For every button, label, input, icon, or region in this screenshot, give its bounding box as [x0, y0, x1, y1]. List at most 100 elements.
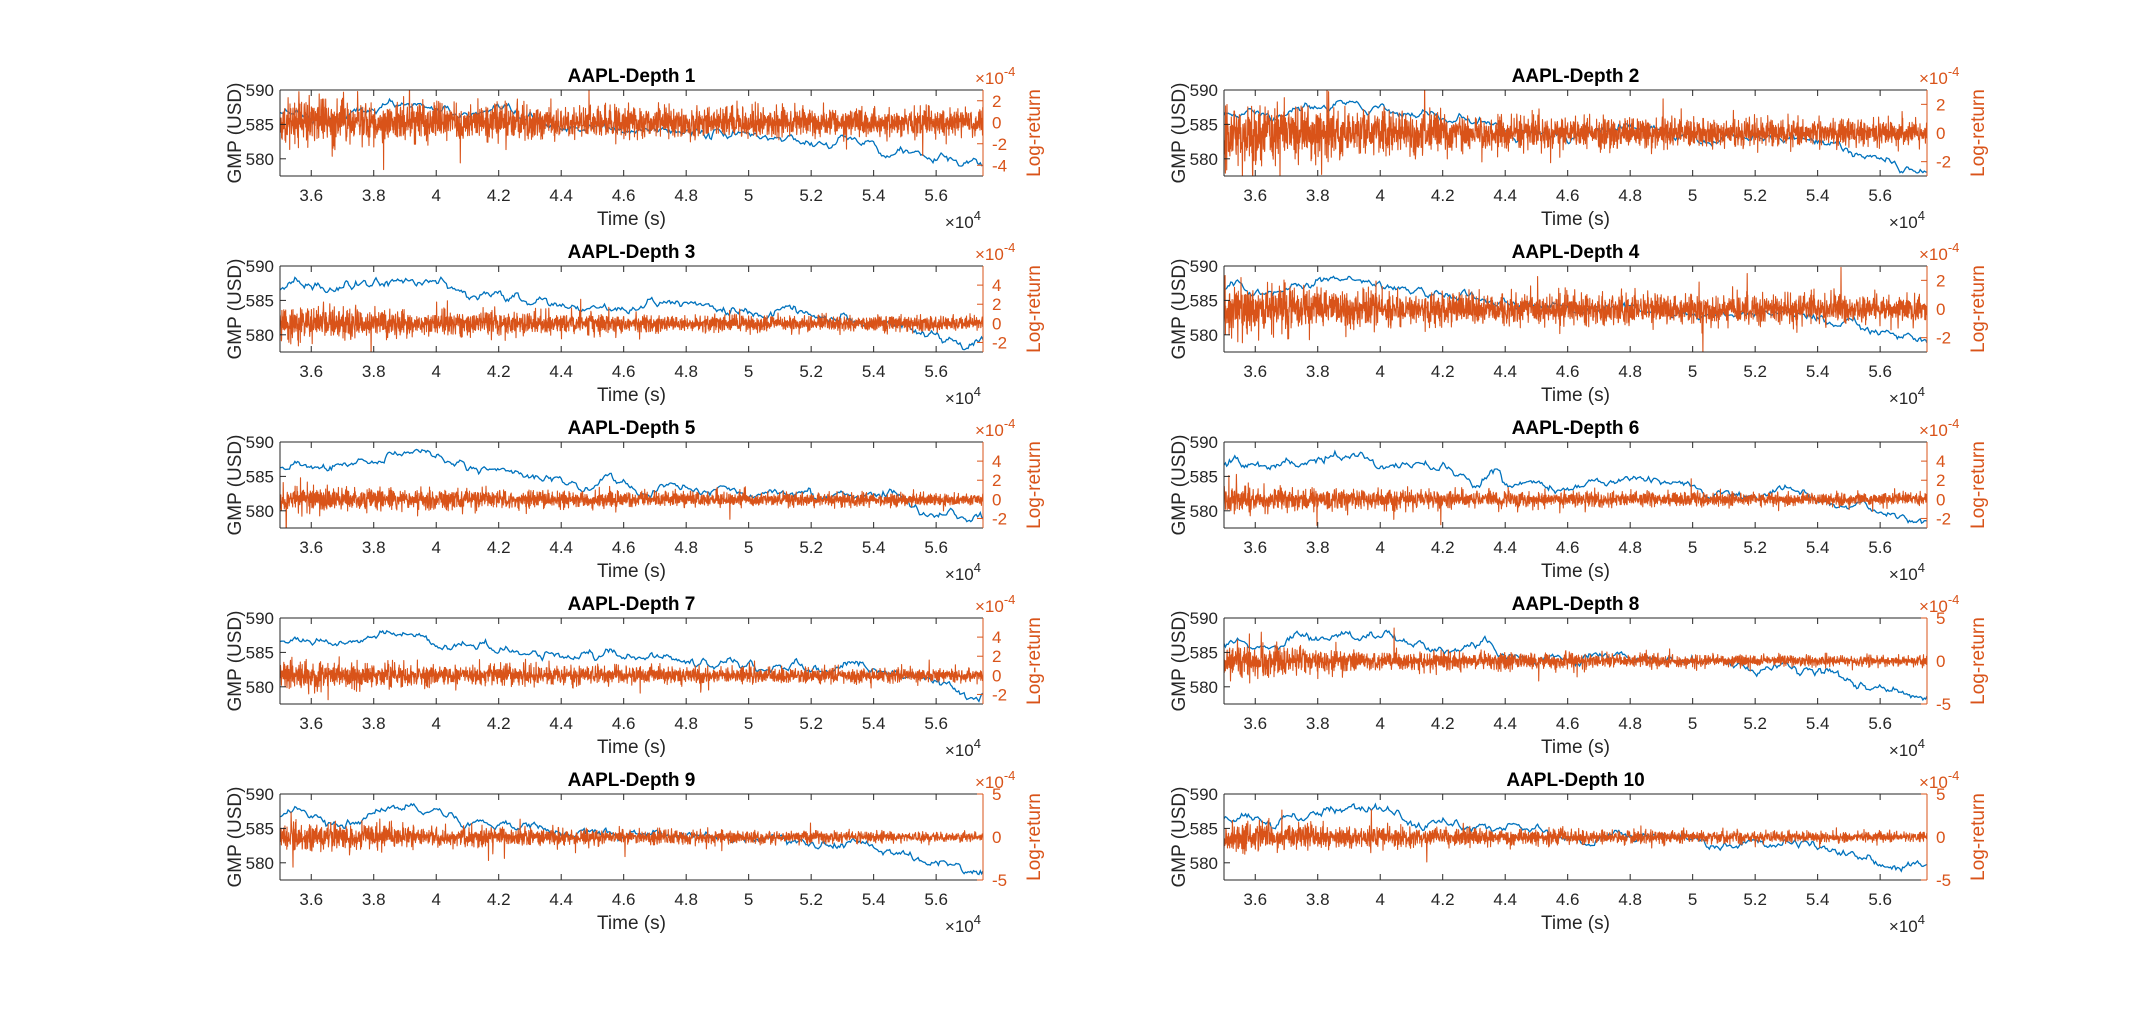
- y-right-exponent-base: ×10: [975, 69, 1004, 88]
- y-right-exponent-base: ×10: [1919, 69, 1948, 88]
- x-tick-label: 4.4: [549, 186, 573, 205]
- y-right-tick-label: 0: [1936, 300, 1945, 319]
- y-right-tick-label: -2: [992, 333, 1007, 352]
- x-exponent-power: 4: [974, 560, 981, 575]
- gmp-line: [1224, 449, 1927, 525]
- x-tick-label: 5: [1688, 362, 1697, 381]
- y-right-tick-label: 0: [1936, 828, 1945, 847]
- x-axis-label: Time (s): [597, 561, 666, 582]
- x-tick-label: 4.6: [1556, 538, 1580, 557]
- y-right-tick-label: -5: [992, 871, 1007, 890]
- y-left-axis-label: GMP (USD): [225, 787, 246, 888]
- x-exponent-label: ×104: [945, 208, 981, 232]
- x-tick-label: 5.2: [1743, 714, 1767, 733]
- x-axis-label: Time (s): [1541, 209, 1610, 230]
- x-tick-label: 4.6: [612, 538, 636, 557]
- plot-area: [280, 448, 983, 528]
- x-tick-label: 5: [744, 714, 753, 733]
- y-right-tick-label: -2: [1936, 509, 1951, 528]
- y-left-axis-label: GMP (USD): [225, 611, 246, 712]
- y-right-tick-label: -4: [992, 156, 1007, 175]
- subplot-title: AAPL-Depth 2: [1512, 66, 1640, 87]
- x-exponent-base: ×10: [945, 917, 974, 936]
- y-right-tick-label: -2: [992, 685, 1007, 704]
- x-tick-label: 3.6: [299, 362, 323, 381]
- x-tick-label: 4: [431, 538, 440, 557]
- subplot-depth-5: 3.6 3.8 4 4.2 4.4 4.6 4.8 5 5.2 5.4 5.6 Time (s) ×10…: [225, 416, 1045, 584]
- x-tick-label: 3.8: [362, 362, 386, 381]
- x-tick-label: 5.6: [1868, 538, 1892, 557]
- x-tick-label: 4.6: [612, 186, 636, 205]
- x-tick-label: 5.4: [862, 714, 886, 733]
- plot-area: [280, 90, 983, 171]
- y-right-tick-label: 0: [992, 490, 1001, 509]
- y-left-tick-label: 585: [1190, 115, 1218, 134]
- y-left-tick-label: 580: [1190, 502, 1218, 521]
- x-tick-label: 5.4: [862, 538, 886, 557]
- x-exponent-label: ×104: [1889, 912, 1925, 936]
- x-tick-label: 5.2: [799, 362, 823, 381]
- y-left-tick-label: 585: [1190, 467, 1218, 486]
- y-left-tick-label: 590: [246, 433, 274, 452]
- x-tick-label: 4.6: [1556, 714, 1580, 733]
- x-exponent-power: 4: [1918, 208, 1925, 223]
- x-tick-label: 4: [1375, 538, 1384, 557]
- y-right-axis-label: Log-return: [1968, 793, 1989, 881]
- x-tick-label: 5.6: [924, 538, 948, 557]
- log-return-line: [280, 477, 983, 528]
- x-tick-label: 5.2: [799, 714, 823, 733]
- x-tick-label: 3.8: [1306, 538, 1330, 557]
- x-tick-label: 5.6: [1868, 186, 1892, 205]
- plot-area: [1224, 627, 1927, 702]
- x-tick-label: 5.6: [1868, 890, 1892, 909]
- x-tick-label: 4.8: [674, 186, 698, 205]
- y-left-tick-label: 580: [1190, 678, 1218, 697]
- x-tick-label: 4.2: [487, 186, 511, 205]
- subplot-depth-8: 3.6 3.8 4 4.2 4.4 4.6 4.8 5 5.2 5.4 5.6 Time (s) ×10…: [1169, 592, 1989, 760]
- y-right-axis-label: Log-return: [1024, 441, 1045, 529]
- x-tick-label: 5.6: [924, 362, 948, 381]
- x-tick-label: 3.6: [299, 714, 323, 733]
- x-tick-label: 4.6: [1556, 362, 1580, 381]
- x-exponent-power: 4: [974, 208, 981, 223]
- y-right-exponent-power: -4: [1948, 240, 1960, 255]
- x-tick-label: 4.4: [549, 714, 573, 733]
- x-tick-label: 3.8: [362, 890, 386, 909]
- y-right-exponent-power: -4: [1948, 592, 1960, 607]
- y-right-exponent-base: ×10: [975, 773, 1004, 792]
- y-left-tick-label: 590: [246, 81, 274, 100]
- log-return-line: [1224, 90, 1927, 176]
- y-right-exponent-label: ×10-4: [1919, 592, 1959, 616]
- plot-area: [1224, 449, 1927, 526]
- x-tick-label: 4: [1375, 890, 1384, 909]
- x-exponent-power: 4: [974, 912, 981, 927]
- x-tick-label: 4.4: [1493, 714, 1517, 733]
- subplot-depth-1: 3.6 3.8 4 4.2 4.4 4.6 4.8 5 5.2 5.4 5.6 Time (s) ×10…: [225, 64, 1045, 232]
- x-tick-label: 4.4: [549, 538, 573, 557]
- x-tick-label: 3.8: [1306, 362, 1330, 381]
- log-return-line: [1224, 266, 1927, 352]
- x-tick-label: 4: [431, 890, 440, 909]
- y-right-exponent-label: ×10-4: [1919, 768, 1959, 792]
- x-tick-label: 5.4: [1806, 186, 1830, 205]
- y-right-exponent-base: ×10: [1919, 245, 1948, 264]
- x-axis-label: Time (s): [1541, 561, 1610, 582]
- y-left-tick-label: 590: [246, 609, 274, 628]
- y-left-tick-label: 585: [1190, 819, 1218, 838]
- x-tick-label: 5.4: [1806, 538, 1830, 557]
- y-right-exponent-base: ×10: [1919, 421, 1948, 440]
- subplot-depth-4: 3.6 3.8 4 4.2 4.4 4.6 4.8 5 5.2 5.4 5.6 Time (s) ×10…: [1169, 240, 1989, 408]
- x-tick-label: 5.6: [924, 890, 948, 909]
- x-tick-label: 5.6: [1868, 714, 1892, 733]
- y-left-tick-label: 590: [1190, 81, 1218, 100]
- x-tick-label: 4.8: [1618, 538, 1642, 557]
- x-tick-label: 4.8: [1618, 186, 1642, 205]
- x-tick-label: 5: [744, 362, 753, 381]
- y-right-axis-label: Log-return: [1968, 617, 1989, 705]
- x-tick-label: 5.2: [1743, 362, 1767, 381]
- y-right-tick-label: -5: [1936, 871, 1951, 890]
- x-tick-label: 3.6: [299, 890, 323, 909]
- y-right-exponent-power: -4: [1948, 416, 1960, 431]
- x-tick-label: 4.2: [487, 890, 511, 909]
- x-tick-label: 5.2: [1743, 890, 1767, 909]
